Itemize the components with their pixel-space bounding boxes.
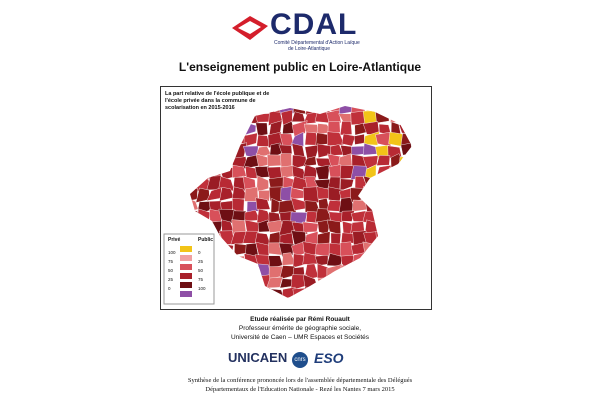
commune	[234, 243, 248, 256]
organization: Comité Départemental d'Action Laïque	[274, 40, 360, 46]
legend-label: 50	[198, 268, 204, 273]
logo-icon	[232, 16, 268, 40]
credit: Université de Caen – UMR Espaces et Soci…	[230, 334, 369, 341]
commune	[302, 221, 319, 233]
footer: Départementaux de l'Education Nationale …	[205, 386, 395, 393]
legend-heading: Public	[198, 237, 214, 243]
map-title-line: La part relative de l'école publique et …	[165, 91, 270, 97]
logo-eso: ESO	[314, 350, 344, 366]
legend-swatch	[180, 255, 192, 261]
legend-label: 25	[168, 277, 174, 282]
commune	[278, 144, 293, 156]
map-title: La part relative de l'école publique et …	[165, 91, 269, 112]
legend-label: 25	[198, 259, 204, 264]
commune	[256, 175, 269, 193]
map	[160, 86, 432, 310]
legend-swatch	[180, 282, 192, 288]
commune	[243, 132, 258, 147]
document-title: L'enseignement public en Loire-Atlantiqu…	[178, 60, 422, 74]
commune	[315, 164, 330, 180]
commune	[339, 121, 353, 136]
logo-cnrs: cnrs	[292, 352, 308, 368]
legend-swatch	[180, 264, 192, 270]
legend-label: 0	[198, 250, 201, 255]
legend-label: 75	[198, 277, 204, 282]
legend-label: 100	[198, 286, 206, 291]
legend-label: 50	[168, 268, 174, 273]
legend-label: 75	[168, 259, 174, 264]
commune	[266, 276, 283, 289]
commune	[255, 197, 271, 210]
legend-swatch	[180, 273, 192, 279]
commune	[376, 155, 391, 166]
commune	[353, 133, 365, 145]
legend-swatch	[180, 246, 192, 252]
logo-unicaen: UNICAEN	[228, 350, 288, 365]
commune	[279, 296, 295, 298]
legend-label: 100	[168, 250, 176, 255]
commune	[292, 253, 305, 269]
commune	[280, 109, 293, 126]
commune	[327, 121, 341, 136]
logo-text: CDAL	[270, 8, 358, 41]
commune	[339, 178, 354, 192]
map-title-line: l'école privée dans la commune de	[165, 98, 256, 104]
map-title-line: scolarisation en 2015-2016	[165, 105, 235, 111]
legend-heading: Privé	[168, 237, 181, 243]
commune	[290, 131, 304, 147]
commune	[341, 133, 356, 147]
organization: de Loire-Atlantique	[288, 46, 330, 52]
legend-label: 0	[168, 286, 171, 291]
commune	[255, 122, 268, 137]
commune	[303, 156, 317, 167]
credit: Professeur émérite de géographie sociale…	[238, 325, 362, 332]
legend-swatch	[180, 291, 192, 297]
commune	[327, 131, 345, 147]
credit: Etude réalisée par Rémi Rouault	[250, 316, 350, 323]
footer: Synthèse de la conférence prononcée lors…	[187, 377, 413, 384]
